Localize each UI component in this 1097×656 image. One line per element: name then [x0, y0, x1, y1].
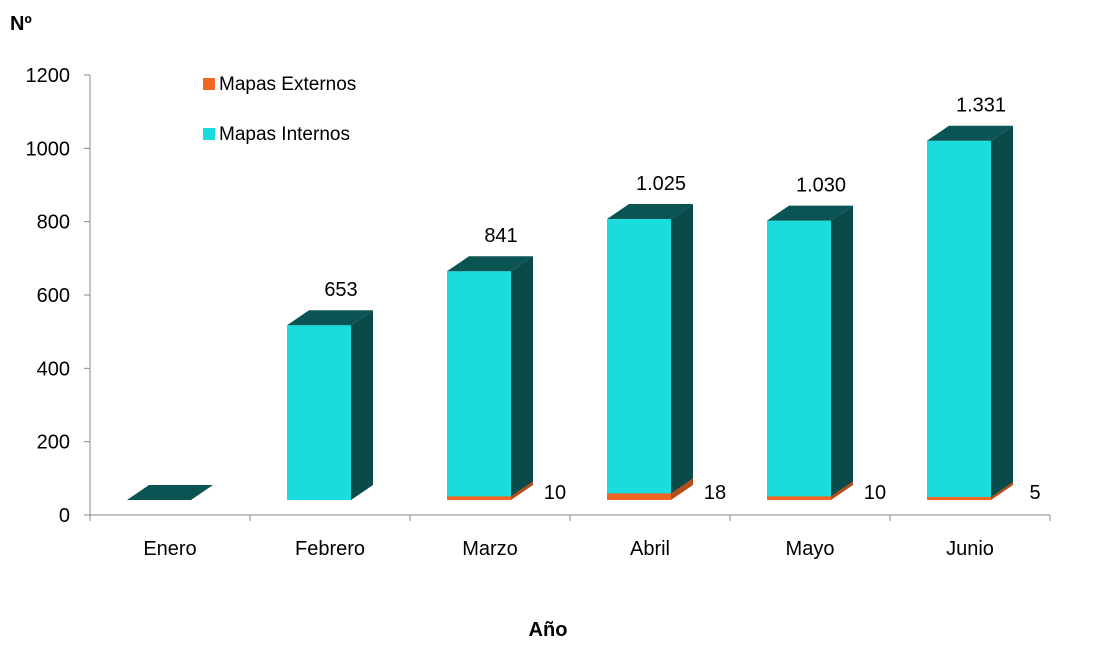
- data-label-externos: 5: [1029, 482, 1040, 504]
- x-tick-label: Abril: [630, 538, 670, 560]
- bar-externos-side: [671, 478, 693, 500]
- y-tick-label: 1000: [26, 138, 71, 160]
- data-label-internos: 841: [484, 225, 517, 247]
- bar-internos-top: [287, 310, 373, 326]
- x-tick-label: Mayo: [786, 538, 835, 560]
- x-tick-label: Febrero: [295, 538, 365, 560]
- y-tick-label: 1200: [26, 65, 71, 87]
- data-labels-group: 653 841 10 1.025 18 1.030 10 1.331 5: [324, 95, 1040, 504]
- y-tick-label: 0: [59, 505, 70, 527]
- bar-internos: [447, 256, 533, 497]
- bar-internos: [767, 205, 853, 497]
- bar-externos-side: [991, 482, 1013, 500]
- bar-internos-top: [127, 485, 213, 500]
- data-label-internos: 1.025: [636, 173, 686, 195]
- bar-externos-front: [927, 497, 991, 500]
- bar-internos-top: [767, 205, 853, 221]
- bar-internos-front: [607, 219, 671, 494]
- data-label-internos: 653: [324, 279, 357, 301]
- bar-internos: [127, 485, 213, 500]
- data-label-externos: 10: [544, 482, 566, 504]
- axes: 0 200 400 600 800 1000 1200 Enero Febrero Marzo Ab…: [26, 65, 1051, 560]
- x-tick-label: Marzo: [462, 538, 518, 560]
- legend: Mapas Externos Mapas Internos: [203, 74, 356, 145]
- bar-internos-front: [927, 140, 991, 498]
- bar-internos-side: [831, 205, 853, 497]
- x-tick-label: Junio: [946, 538, 994, 560]
- y-tick-label: 200: [37, 432, 70, 454]
- legend-swatch: [203, 78, 215, 90]
- bar-internos-front: [287, 325, 351, 500]
- x-axis-title: Año: [529, 619, 568, 641]
- x-tick-label: Enero: [143, 538, 196, 560]
- y-tick-label: 400: [37, 358, 70, 380]
- y-axis-title: Nº: [10, 13, 32, 35]
- data-label-internos: 1.030: [796, 175, 846, 197]
- y-tick-label: 600: [37, 285, 70, 307]
- bar-internos-front: [447, 271, 511, 497]
- bar-internos-front: [767, 220, 831, 497]
- legend-label: Mapas Externos: [219, 74, 356, 95]
- data-label-externos: 18: [704, 482, 726, 504]
- bar-externos-front: [447, 496, 511, 500]
- bar-internos: [287, 310, 373, 500]
- bar-internos: [607, 204, 693, 494]
- bar-internos: [927, 125, 1013, 498]
- bar-externos-side: [511, 481, 533, 500]
- bar-externos-front: [607, 493, 671, 500]
- bar-externos-front: [767, 496, 831, 500]
- legend-swatch: [203, 128, 215, 140]
- bar-internos-top: [607, 204, 693, 220]
- data-label-internos: 1.331: [956, 95, 1006, 117]
- data-label-externos: 10: [864, 482, 886, 504]
- bar-internos-side: [351, 310, 373, 500]
- y-tick-label: 800: [37, 212, 70, 234]
- bars-group: [127, 125, 1013, 500]
- bar-internos-top: [927, 125, 1013, 141]
- legend-label: Mapas Internos: [219, 124, 350, 145]
- bar-internos-side: [511, 256, 533, 497]
- bar-externos-side: [831, 481, 853, 500]
- bar-internos-side: [671, 204, 693, 494]
- bar-internos-side: [991, 125, 1013, 498]
- bar-internos-top: [447, 256, 533, 272]
